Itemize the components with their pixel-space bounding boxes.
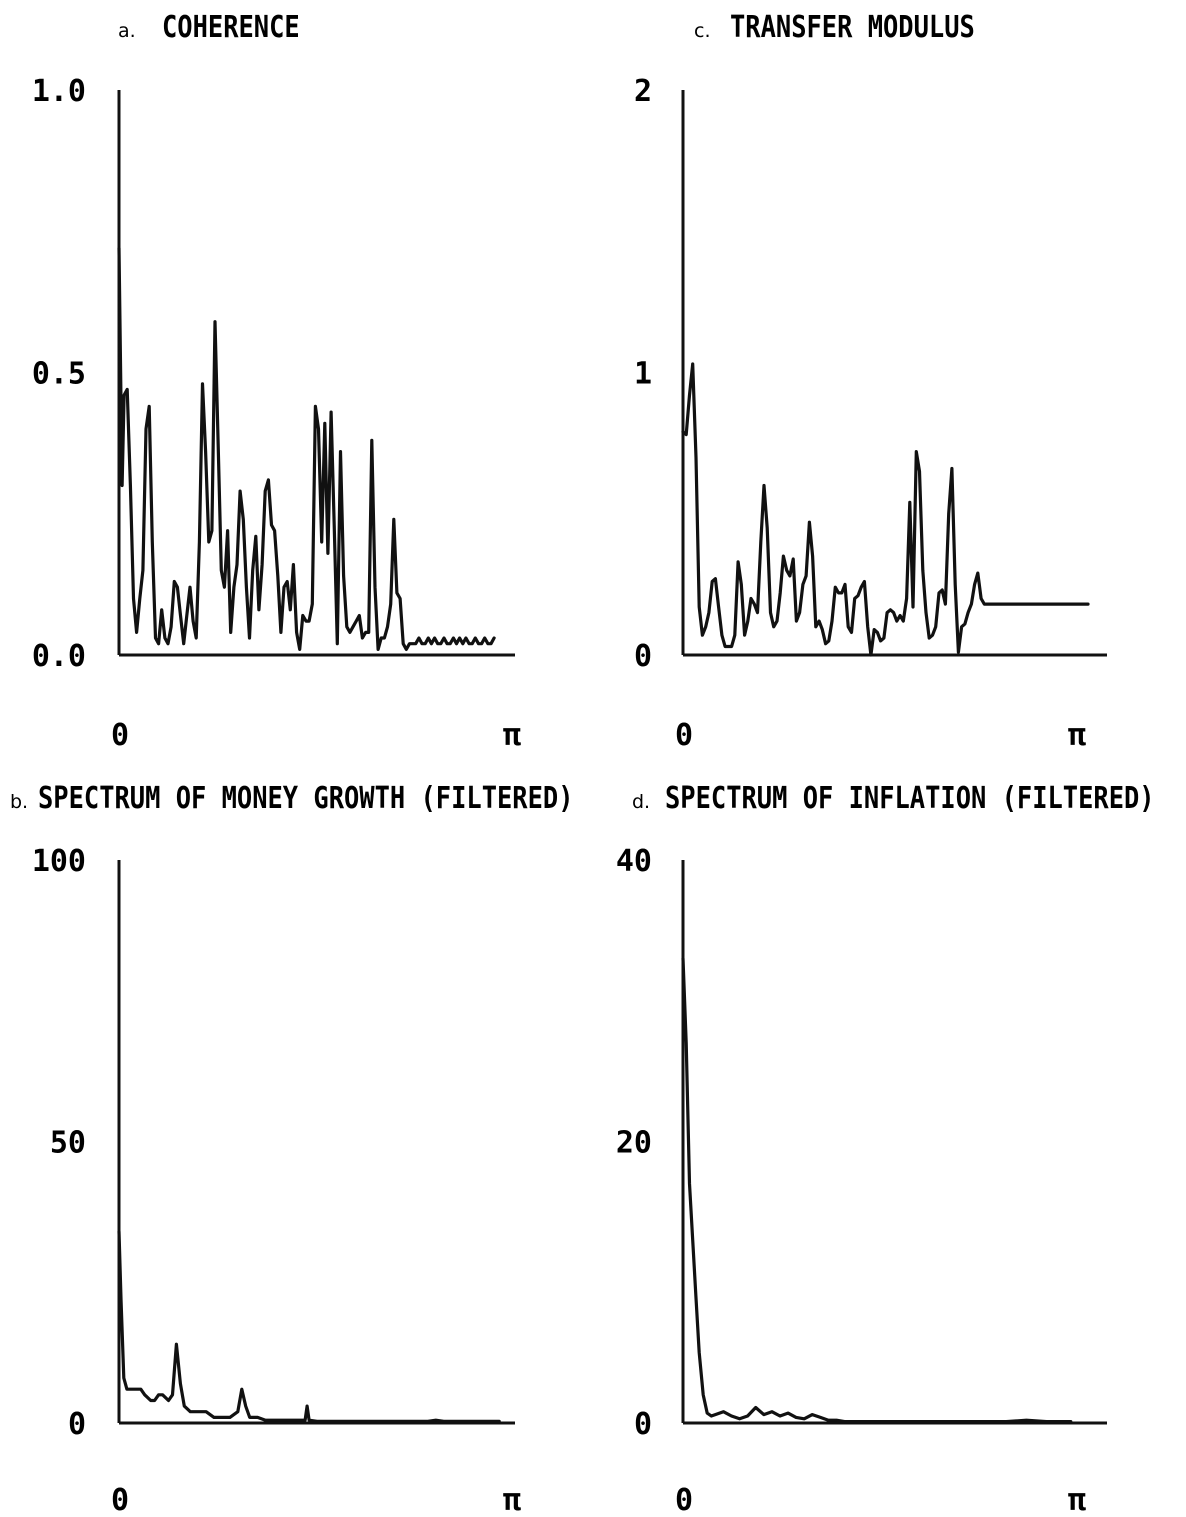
chart-title: COHERENCE — [162, 10, 300, 45]
chart-title: TRANSFER MODULUS — [730, 10, 975, 45]
y-tick-label: 0 — [634, 639, 652, 674]
x-tick-label: 0 — [111, 1483, 129, 1517]
panel-letter: c. — [694, 20, 711, 42]
chart-panel-b: b. SPECTRUM OF MONEY GROWTH (FILTERED) 0 50… — [10, 781, 574, 1517]
x-tick-label: 0 — [111, 718, 129, 753]
y-tick-label: 0 — [634, 1407, 652, 1442]
x-tick-label: π — [1068, 718, 1086, 753]
chart-panel-d: d. SPECTRUM OF INFLATION (FILTERED) 0 20 40 0… — [616, 781, 1155, 1517]
series-line-c — [681, 362, 1090, 657]
x-tick-label: 0 — [675, 718, 693, 753]
y-tick-label: 2 — [634, 74, 652, 109]
chart-panel-a: a. COHERENCE 0.0 0.5 1.0 0 π — [32, 10, 521, 753]
panel-letter: d. — [632, 791, 650, 813]
y-tick-label: 0.5 — [32, 357, 86, 392]
series-line-b — [117, 1229, 501, 1423]
y-tick-label: 0.0 — [32, 639, 86, 674]
x-tick-label: π — [503, 718, 521, 753]
y-tick-label: 40 — [616, 844, 652, 879]
y-tick-label: 1.0 — [32, 74, 86, 109]
y-tick-label: 0 — [68, 1407, 86, 1442]
x-tick-label: 0 — [675, 1483, 693, 1517]
series-line-a — [117, 246, 496, 652]
series-line-d — [681, 956, 1073, 1424]
x-tick-label: π — [1068, 1483, 1086, 1517]
y-tick-label: 20 — [616, 1126, 652, 1161]
y-tick-label: 50 — [50, 1126, 86, 1161]
chart-title: SPECTRUM OF INFLATION (FILTERED) — [665, 781, 1155, 816]
y-tick-label: 1 — [634, 357, 652, 392]
chart-title: SPECTRUM OF MONEY GROWTH (FILTERED) — [38, 781, 574, 816]
panel-letter: b. — [10, 791, 28, 813]
y-tick-label: 100 — [32, 844, 86, 879]
x-tick-label: π — [503, 1483, 521, 1517]
chart-panel-c: c. TRANSFER MODULUS 0 1 2 0 π — [634, 10, 1107, 753]
panel-letter: a. — [118, 20, 136, 42]
